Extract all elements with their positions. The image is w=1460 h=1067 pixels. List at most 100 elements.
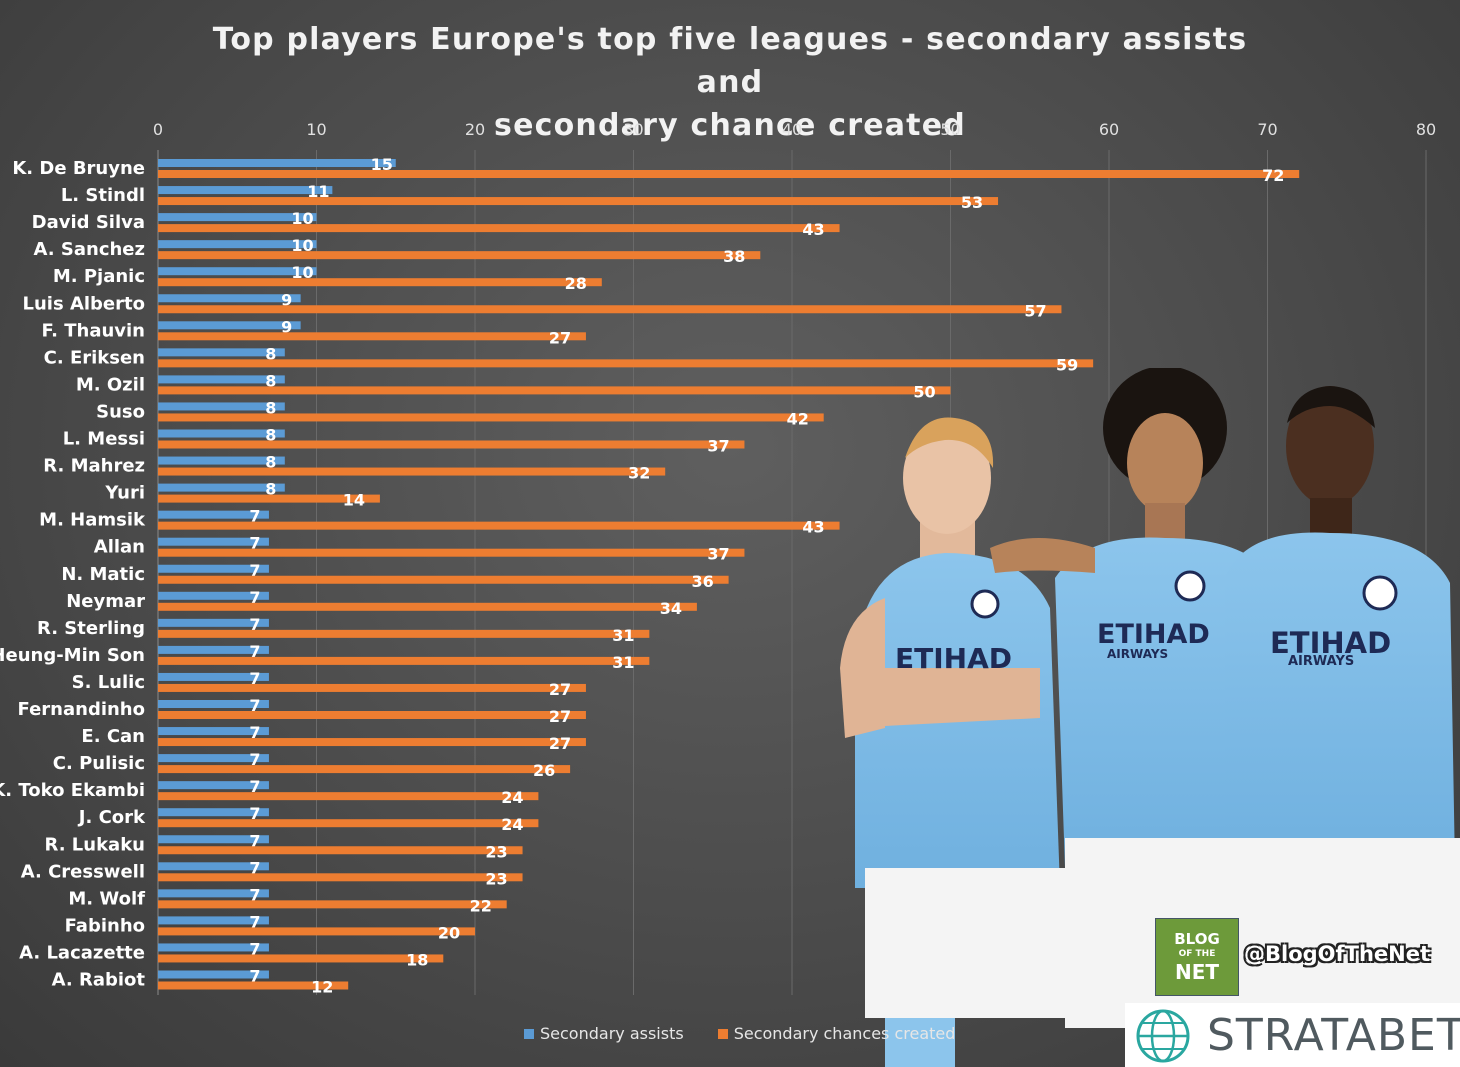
data-label-secondary-chances: 43 [802,220,824,239]
data-label-secondary-assists: 7 [249,615,260,634]
data-label-secondary-chances: 18 [406,950,428,969]
data-label-secondary-chances: 37 [707,437,729,456]
category-label: C. Eriksen [44,347,145,368]
blog-of-the-net-logo: BLOG OF THE NET [1155,918,1239,996]
legend-swatch-assists [524,1028,534,1039]
legend-item-assists: Secondary assists [524,1024,684,1043]
category-label: A. Cresswell [21,861,145,882]
data-label-secondary-assists: 8 [265,480,276,499]
category-label: K. De Bruyne [12,158,145,179]
category-label: R. Lukaku [45,834,146,855]
data-label-secondary-assists: 7 [249,804,260,823]
data-label-secondary-assists: 8 [265,344,276,363]
category-label: F. Thauvin [41,320,145,341]
twitter-handle: @BlogOfTheNet [1244,942,1431,966]
bar-secondary-chances [158,765,571,774]
x-tick-label: 40 [782,120,802,139]
data-label-secondary-chances: 50 [913,382,935,401]
bar-secondary-assists [158,618,269,627]
bar-secondary-chances [158,494,380,503]
data-label-secondary-chances: 28 [565,274,587,293]
category-label: Allan [94,537,145,558]
category-label: C. Pulisic [53,753,145,774]
bar-secondary-assists [158,537,269,546]
bar-secondary-assists [158,294,301,303]
category-label: M. Pjanic [53,266,145,287]
x-tick-label: 80 [1416,120,1436,139]
category-label: A. Sanchez [34,239,145,260]
data-label-secondary-chances: 27 [549,734,571,753]
data-label-secondary-chances: 27 [549,328,571,347]
data-label-secondary-assists: 7 [249,967,260,986]
category-label: S. Lulic [72,672,145,693]
data-label-secondary-assists: 7 [249,561,260,580]
x-tick-label: 50 [940,120,960,139]
bar-secondary-assists [158,159,396,167]
bar-secondary-chances [158,332,586,341]
bar-secondary-assists [158,835,269,844]
category-label: L. Messi [63,429,145,450]
legend-label-chances: Secondary chances created [733,1024,956,1043]
data-label-secondary-assists: 11 [307,182,329,201]
data-label-secondary-chances: 34 [660,599,682,618]
data-label-secondary-chances: 23 [485,842,507,861]
bar-secondary-assists [158,889,269,898]
category-label: Neymar [66,591,145,612]
category-label: J. Cork [77,807,146,828]
bar-secondary-chances [158,359,1094,368]
sponsor-sub-right: AIRWAYS [1288,654,1354,669]
x-tick-label: 10 [306,120,326,139]
category-label: A. Lacazette [19,942,145,963]
bar-secondary-chances [158,305,1062,314]
player-left: ETIHAD [840,417,1065,1067]
bar-secondary-assists [158,510,269,519]
data-label-secondary-chances: 14 [343,491,365,510]
players-photo: ETIHAD ETIHAD AIRWAYS ETIHAD AIRWAYS [840,368,1460,1067]
bar-secondary-assists [158,970,269,979]
category-label: Suso [96,401,145,422]
chart-legend: Secondary assists Secondary chances crea… [524,1024,955,1043]
sponsor-text-middle: ETIHAD [1097,619,1210,650]
bar-secondary-chances [158,819,539,828]
data-label-secondary-chances: 31 [612,626,634,645]
data-label-secondary-chances: 27 [549,707,571,726]
category-label: M. Ozil [76,374,145,395]
data-label-secondary-chances: 20 [438,923,460,942]
data-label-secondary-assists: 8 [265,426,276,445]
bar-secondary-chances [158,846,523,855]
stratabet-name: STRATABET [1207,1009,1460,1061]
bar-secondary-assists [158,700,269,708]
bar-secondary-chances [158,954,444,963]
bar-secondary-assists [158,727,269,736]
data-label-secondary-assists: 7 [249,831,260,850]
bar-secondary-chances [158,197,999,206]
data-label-secondary-chances: 24 [501,815,523,834]
data-label-secondary-assists: 7 [249,858,260,877]
blog-logo-line3: NET [1174,960,1220,984]
category-label: David Silva [32,212,145,233]
bar-secondary-chances [158,521,840,530]
bar-secondary-chances [158,873,523,882]
sponsor-text-left: ETIHAD [895,642,1012,675]
data-label-secondary-assists: 7 [249,777,260,796]
data-label-secondary-chances: 22 [470,896,492,915]
bar-secondary-assists [158,808,269,817]
data-label-secondary-assists: 7 [249,642,260,661]
legend-item-chances: Secondary chances created [717,1024,956,1043]
x-tick-label: 70 [1257,120,1277,139]
data-label-secondary-assists: 7 [249,750,260,769]
sponsor-sub-middle: AIRWAYS [1107,647,1168,661]
data-label-secondary-chances: 57 [1024,301,1046,320]
bar-secondary-chances [158,467,666,476]
data-label-secondary-assists: 15 [371,155,393,174]
x-tick-label: 60 [1099,120,1119,139]
player-middle: ETIHAD AIRWAYS [990,368,1265,1028]
category-label: Luis Alberto [23,293,145,314]
bar-secondary-chances [158,575,729,584]
bar-secondary-assists [158,916,269,925]
data-label-secondary-assists: 7 [249,696,260,715]
title-line-1: Top players Europe's top five leagues - … [212,22,1248,100]
data-label-secondary-chances: 43 [802,518,824,537]
category-label: M. Hamsik [39,510,146,531]
